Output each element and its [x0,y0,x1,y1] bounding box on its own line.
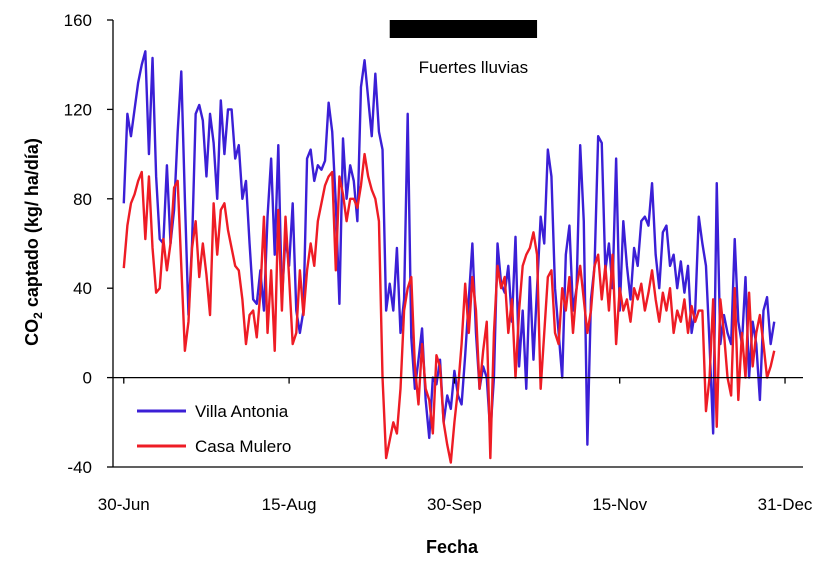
y-tick-label: -40 [67,458,92,477]
y-axis-title-prefix: CO [22,319,42,346]
axes-layer: -40 0 40 80 120 160 30-Jun 15-Aug 30-Sep 15-Nov 31… [64,11,813,514]
legend-label: Casa Mulero [195,437,291,456]
y-axis-title-subscript: 2 [31,312,45,319]
y-tick-label: 40 [73,279,92,298]
y-tick-label: 160 [64,11,92,30]
heavy-rain-label: Fuertes lluvias [419,58,529,77]
heavy-rain-period-bar [389,20,538,38]
y-tick-label: 0 [83,369,92,388]
x-tick-label: 31-Dec [758,495,813,514]
y-axis-title-suffix: captado (kg/ ha/día) [22,138,42,312]
y-axis-title: CO2 captado (kg/ ha/día) [22,138,45,346]
series-line-1 [122,50,776,446]
x-tick-label: 30-Jun [98,495,150,514]
series-layer [122,50,776,464]
legend: Villa Antonia Casa Mulero [137,402,291,456]
x-tick-label: 30-Sep [427,495,482,514]
annotation-layer: Fuertes lluvias [389,20,538,77]
series-line-2 [122,152,776,464]
x-tick-label: 15-Nov [592,495,647,514]
x-axis-title: Fecha [426,537,479,557]
y-tick-label: 120 [64,100,92,119]
y-tick-label: 80 [73,190,92,209]
legend-label: Villa Antonia [195,402,289,421]
x-tick-label: 15-Aug [262,495,317,514]
